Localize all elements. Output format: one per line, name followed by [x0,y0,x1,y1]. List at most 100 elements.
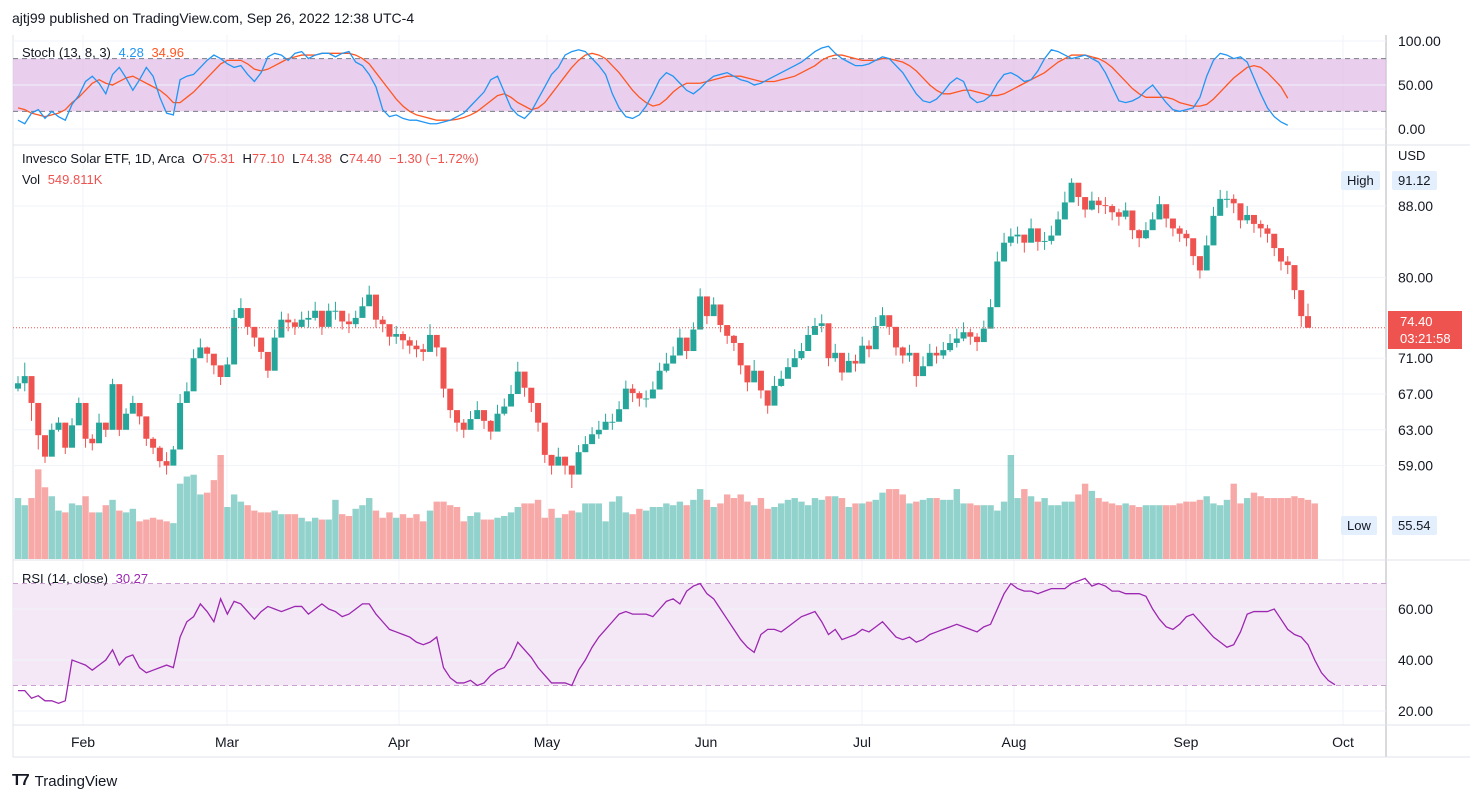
volume-bar [237,501,245,559]
volume-bar [1027,496,1035,559]
volume-bar [116,510,123,559]
candle-body [237,308,244,318]
candle-body [521,371,528,388]
volume-bar [1034,501,1042,559]
candle-body [589,434,596,445]
low-label: L [292,151,300,166]
candle-body [406,340,413,346]
volume-bar [1237,503,1244,559]
change-value: −1.30 (−1.72%) [389,151,479,166]
volume-bar [629,514,636,559]
main-legend: Invesco Solar ETF, 1D, Arca O75.31 H77.1… [22,151,483,166]
volume-bar [899,494,906,559]
volume-bar [622,512,630,559]
volume-bar [1210,503,1217,559]
candle-body [933,352,940,356]
rsi-tick-label: 60.00 [1398,601,1433,617]
candle-body [1007,236,1014,243]
candle-body [386,324,393,337]
candle-body [501,406,508,414]
stoch-label: Stoch (13, 8, 3) [22,45,111,60]
volume-bar [1135,507,1143,559]
candle-body [818,323,825,326]
last-price-tag: 74.40 03:21:58 [1388,311,1462,349]
candle-body [170,449,177,466]
candle-body [744,365,751,383]
candle-body [291,322,298,327]
candle-body [1298,290,1305,317]
volume-bar [1244,498,1251,559]
candle-body [947,342,954,351]
candle-body [953,338,960,343]
candle-body [886,315,893,327]
volume-bar [399,514,407,559]
volume-bar [345,515,353,559]
volume-bar [1021,489,1028,559]
footer[interactable]: T7 TradingView [12,772,117,790]
price-tick-label: 71.00 [1398,350,1433,366]
volume-bar [811,498,819,559]
candle-body [1284,261,1291,266]
close-value: 74.40 [348,151,382,166]
low-marker-label: Low [1347,518,1371,533]
volume-bar [1115,505,1123,559]
month-label: Mar [215,734,239,750]
candle-body [393,334,400,337]
volume-bar [305,521,312,559]
candle-body [481,410,488,421]
volume-bar [832,496,839,559]
volume-bar [257,512,265,559]
candle-body [575,452,582,475]
volume-bar [426,510,434,559]
candle-body [1223,198,1230,200]
candle-body [811,325,818,335]
candle-body [474,410,481,420]
candle-body [1163,204,1170,219]
candle-body [69,425,76,448]
stoch-k-line [17,45,1289,126]
volume-bar [291,514,299,559]
volume-bar [595,503,603,559]
volume-bar [136,521,143,559]
candle-body [771,385,778,406]
brand-name: TradingView [34,772,118,790]
volume-bar [737,494,744,559]
candle-body [838,352,845,373]
publisher-line: ajtj99 published on TradingView.com, Sep… [12,10,415,26]
candle-body [960,332,967,339]
volume-bar [730,498,738,559]
volume-bar [676,501,684,559]
volume-bar [1061,501,1069,559]
candle-body [1136,230,1143,239]
candle-body [987,307,994,329]
candle-body [676,337,683,356]
volume-bar [413,514,420,559]
volume-bar [1007,455,1015,559]
candle-body [602,421,609,430]
candle-body [1305,316,1311,328]
volume-bar [582,503,589,559]
candle-body [163,461,170,466]
rsi-tick-label: 40.00 [1398,652,1433,668]
volume-bar [480,519,488,559]
volume-bar [548,508,555,559]
volume-bar [311,517,319,559]
rsi-label: RSI (14, close) [22,571,108,586]
volume-bar [838,498,846,559]
low-marker-value: 55.54 [1392,516,1437,535]
candle-body [1102,205,1109,207]
candle-body [1291,265,1298,291]
candle-body [366,294,373,307]
candle-body [872,325,879,350]
stoch-d-value: 34.96 [151,45,184,60]
month-label: Apr [388,734,410,750]
volume-bar [940,499,947,559]
candle-body [1068,182,1075,203]
volume-bar [68,503,76,559]
volume-bar [805,505,812,559]
candle-body [258,337,265,352]
volume-bar [1142,505,1150,559]
volume-bar [575,512,582,559]
volume-bar [872,499,879,559]
